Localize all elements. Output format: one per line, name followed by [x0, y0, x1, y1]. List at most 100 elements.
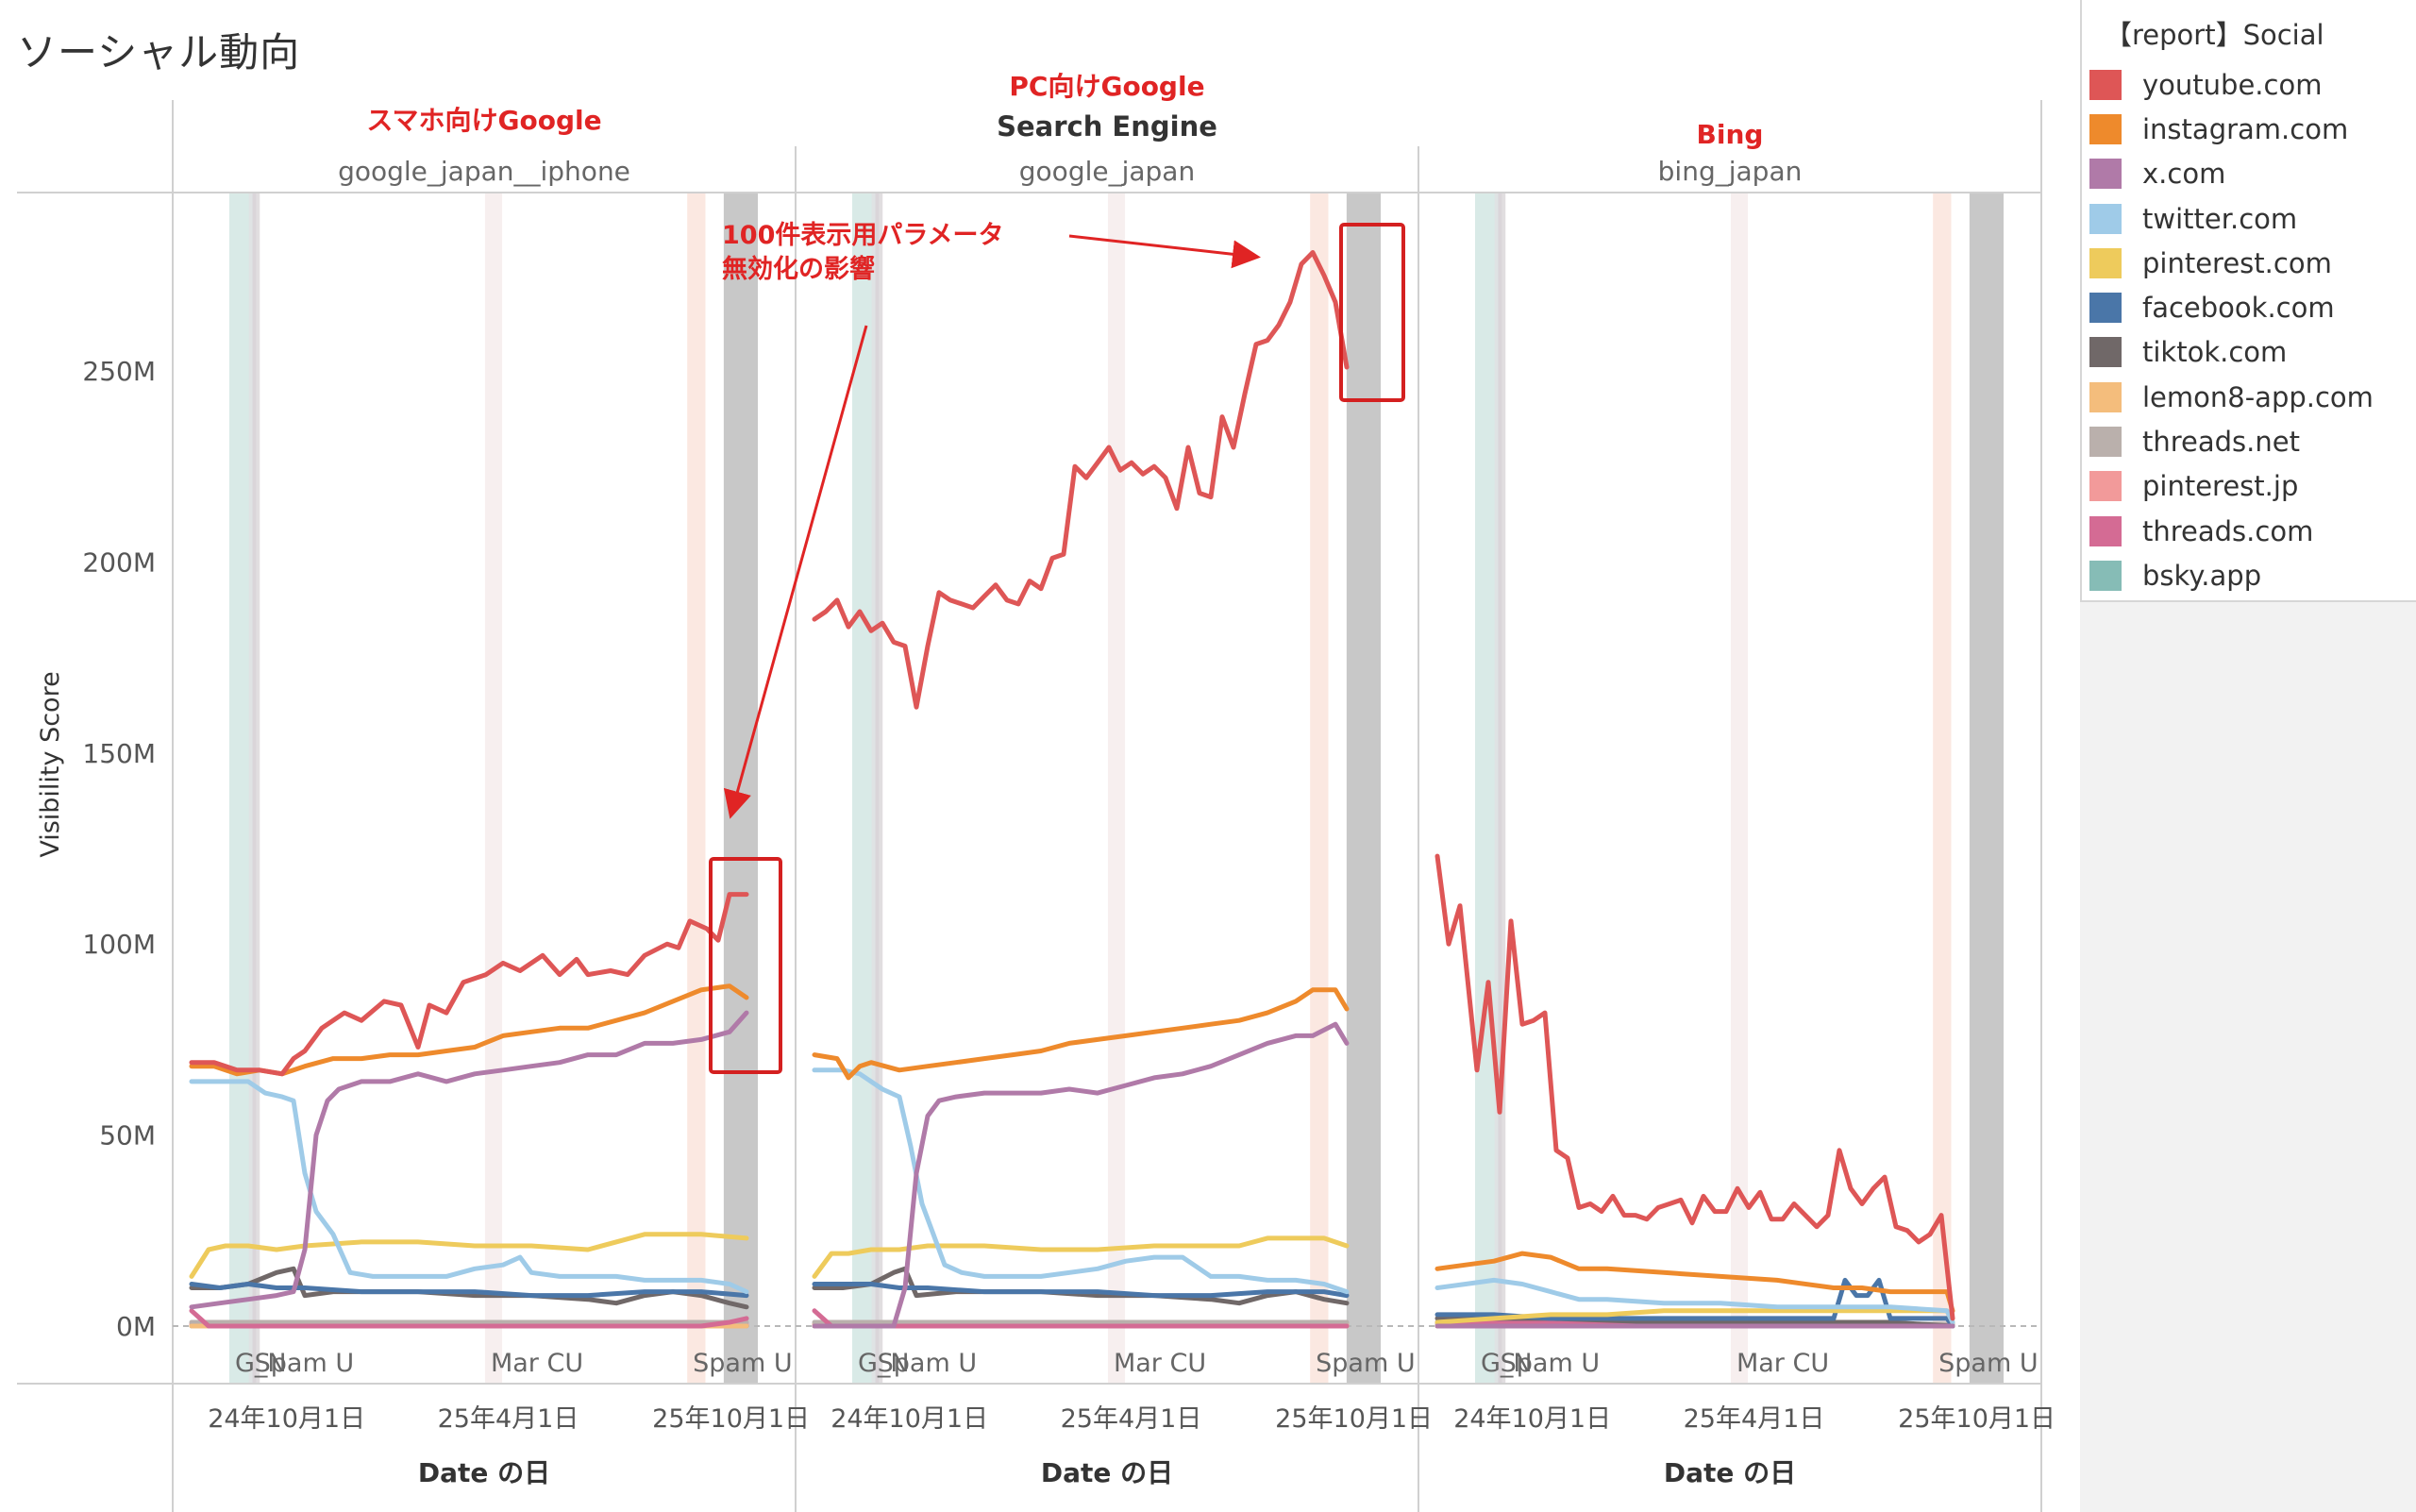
update-band — [1310, 193, 1329, 1383]
legend-item[interactable]: x.com — [2082, 152, 2416, 196]
legend-item[interactable]: instagram.com — [2082, 107, 2416, 151]
legend-swatch — [2089, 293, 2122, 324]
legend-swatch — [2089, 159, 2122, 190]
x-axis-title: Date の日 — [418, 1457, 550, 1488]
update-band — [1969, 193, 2004, 1383]
legend-swatch — [2089, 337, 2122, 368]
right-panel-background — [2080, 602, 2416, 1512]
legend-swatch — [2089, 560, 2122, 591]
update-band-label: Mar CU — [1114, 1349, 1206, 1378]
y-tick-label: 0M — [116, 1311, 156, 1342]
series-line — [812, 1282, 1350, 1299]
series-line — [812, 1308, 1350, 1329]
update-band — [723, 193, 758, 1383]
x-tick-label: 25年10月1日 — [652, 1404, 810, 1434]
series-line — [1434, 1251, 1955, 1314]
legend-swatch — [2089, 69, 2122, 100]
series-line — [1434, 1277, 1955, 1325]
engine-header: Search Engine — [997, 110, 1217, 143]
panel-name: bing_japan — [1658, 156, 1803, 187]
legend: 【report】Social youtube.com instagram.com x… — [2080, 0, 2416, 602]
legend-label: youtube.com — [2142, 68, 2323, 101]
legend-label: facebook.com — [2142, 292, 2335, 325]
update-band — [1107, 193, 1126, 1383]
series-line — [189, 1282, 749, 1299]
x-axis-title: Date の日 — [1664, 1457, 1796, 1488]
legend-label: x.com — [2142, 158, 2226, 191]
legend-label: threads.com — [2142, 514, 2314, 547]
x-tick-label: 25年4月1日 — [1684, 1404, 1825, 1434]
series-line — [812, 1067, 1350, 1295]
update-band-label: Spam U — [1501, 1349, 1600, 1378]
legend-item[interactable]: tiktok.com — [2082, 330, 2416, 375]
series-lines-layer — [189, 250, 1955, 1329]
x-tick-label: 24年10月1日 — [208, 1404, 365, 1434]
update-band — [229, 193, 253, 1383]
series-line — [189, 1232, 749, 1279]
legend-label: pinterest.jp — [2142, 470, 2299, 503]
legend-item[interactable]: youtube.com — [2082, 62, 2416, 107]
legend-swatch — [2089, 381, 2122, 412]
x-tick-label: 25年4月1日 — [438, 1404, 579, 1434]
legend-swatch — [2089, 203, 2122, 234]
highlight-box — [1339, 223, 1405, 402]
annotation-text: 無効化の影響 — [722, 254, 875, 284]
update-band — [875, 193, 883, 1383]
legend-item[interactable]: threads.com — [2082, 509, 2416, 553]
update-band-label: Spam U — [1938, 1349, 2038, 1378]
legend-items: youtube.com instagram.com x.com twitter.com… — [2082, 62, 2416, 598]
y-tick-label: 250M — [82, 356, 156, 387]
legend-swatch — [2089, 471, 2122, 502]
y-tick-label: 100M — [82, 929, 156, 960]
series-line — [1434, 1308, 1955, 1325]
series-line — [1434, 853, 1955, 1321]
annotation-text: 100件表示用パラメータ — [722, 221, 1004, 250]
legend-swatch — [2089, 427, 2122, 458]
update-band-label: Spam U — [878, 1349, 977, 1378]
update-band-label: G_N — [858, 1349, 910, 1378]
legend-label: twitter.com — [2142, 202, 2298, 235]
legend-item[interactable]: lemon8-app.com — [2082, 375, 2416, 419]
series-line — [189, 892, 749, 1077]
legend-label: threads.net — [2142, 426, 2300, 459]
legend-swatch — [2089, 515, 2122, 546]
legend-item[interactable]: twitter.com — [2082, 196, 2416, 241]
page-title: ソーシャル動向 — [17, 29, 301, 76]
panel-annotation: Bing — [1697, 119, 1764, 150]
legend-item[interactable]: pinterest.com — [2082, 241, 2416, 285]
series-line — [189, 983, 749, 1077]
x-tick-label: 25年4月1日 — [1061, 1404, 1202, 1434]
legend-item[interactable]: facebook.com — [2082, 285, 2416, 329]
visibility-line-chart: 250M 200M 150M 100M 50M 0M Visibility Score Sea… — [17, 71, 2055, 1512]
legend-item[interactable]: threads.net — [2082, 419, 2416, 463]
update-band-label: Spam U — [693, 1349, 792, 1378]
update-band — [1475, 193, 1499, 1383]
legend-label: lemon8-app.com — [2142, 380, 2374, 413]
series-line — [812, 1235, 1350, 1279]
update-band — [484, 193, 503, 1383]
annotations-layer: スマホ向けGoogle PC向けGoogle Bing 100件表示用パラメータ無効化… — [366, 71, 1764, 1074]
panel-name: google_japan__iphone — [338, 156, 630, 187]
update-band — [1346, 193, 1381, 1383]
panel-annotation: PC向けGoogle — [1009, 71, 1204, 102]
annotation-arrow — [723, 325, 868, 819]
legend-item[interactable]: bsky.app — [2082, 553, 2416, 597]
update-band — [1933, 193, 1952, 1383]
update-band — [1730, 193, 1749, 1383]
series-line — [812, 250, 1350, 710]
series-line — [189, 1079, 749, 1295]
panel-annotation: スマホ向けGoogle — [366, 105, 601, 136]
x-tick-label: 25年10月1日 — [1898, 1404, 2055, 1434]
x-tick-label: 25年10月1日 — [1275, 1404, 1433, 1434]
update-band-label: Mar CU — [491, 1349, 583, 1378]
update-band — [852, 193, 876, 1383]
highlight-box — [709, 857, 782, 1074]
series-line — [812, 987, 1350, 1081]
y-axis-title: Visibility Score — [36, 671, 65, 857]
update-band — [1498, 193, 1506, 1383]
update-band-label: G_N — [235, 1349, 287, 1378]
legend-swatch — [2089, 113, 2122, 144]
legend-item[interactable]: pinterest.jp — [2082, 464, 2416, 509]
annotation-arrow — [1068, 234, 1261, 269]
series-line — [189, 1010, 749, 1310]
